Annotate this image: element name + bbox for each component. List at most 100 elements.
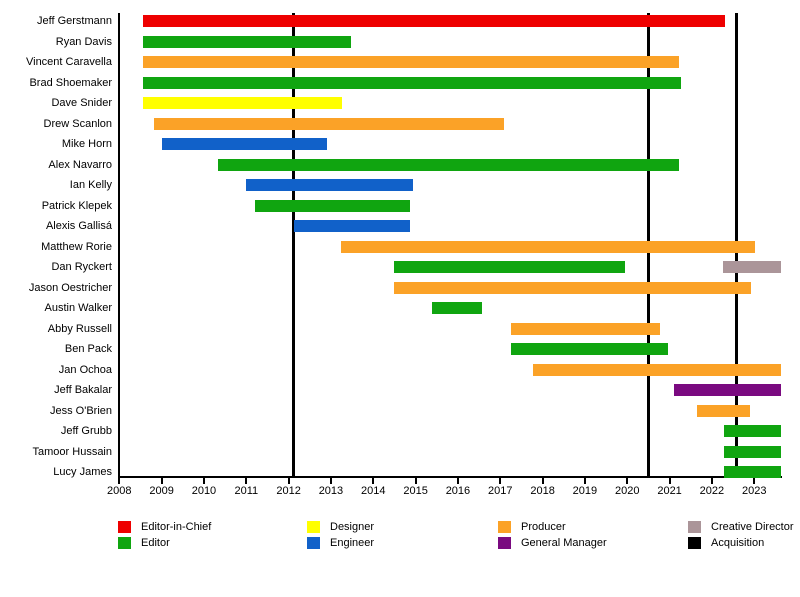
legend-swatch [498, 536, 511, 549]
row-label: Lucy James [53, 466, 112, 478]
tenure-bar [161, 138, 328, 150]
x-tick [499, 478, 502, 484]
legend-label: Creative Director [711, 521, 794, 533]
row-label: Brad Shoemaker [29, 76, 112, 89]
tenure-bar [510, 322, 661, 335]
legend-swatch [307, 521, 320, 533]
legend-label: Designer [330, 521, 375, 533]
tenure-bar [673, 384, 781, 396]
legend-label: Engineer [330, 536, 375, 549]
tenure-bar [154, 117, 505, 130]
tenure-bar [510, 343, 669, 355]
x-tick-label: 2011 [234, 485, 259, 497]
legend-swatch [118, 536, 131, 549]
x-tick-label: 2015 [403, 485, 428, 497]
x-tick-label: 2022 [699, 485, 725, 497]
tenure-bar [143, 56, 679, 68]
tenure-bar [724, 445, 781, 458]
row-label: Dan Ryckert [51, 261, 112, 273]
row-label: Vincent Caravella [25, 56, 112, 68]
row-label: Alexis Gallisá [45, 220, 112, 232]
row-label: Jason Oestricher [28, 281, 112, 294]
tenure-bar [722, 261, 781, 273]
x-tick-label: 2016 [445, 485, 471, 497]
legend-label: General Manager [521, 536, 607, 549]
row-label: Jess O'Brien [49, 404, 112, 417]
x-tick-label: 2012 [276, 485, 301, 497]
row-label: Abby Russell [47, 322, 112, 335]
row-label: Austin Walker [44, 302, 112, 314]
legend-label: Acquisition [711, 536, 765, 549]
row-label: Ryan Davis [55, 35, 112, 48]
y-axis-line [117, 13, 120, 478]
row-label: Jeff Grubb [60, 425, 112, 437]
legend-label: Producer [521, 521, 566, 533]
x-tick-label: 2009 [149, 485, 174, 497]
tenure-bar [432, 302, 482, 314]
x-tick-label: 2013 [318, 485, 344, 497]
row-label: Jeff Gerstmann [37, 15, 112, 27]
x-tick-label: 2019 [572, 485, 598, 497]
x-tick-label: 2008 [107, 485, 132, 497]
x-tick-label: 2021 [657, 485, 682, 497]
tenure-bar [532, 363, 781, 376]
legend-label: Editor [141, 536, 170, 549]
tenure-bar [246, 179, 414, 191]
x-tick-label: 2023 [742, 485, 767, 497]
x-tick [456, 478, 459, 484]
x-tick [287, 478, 290, 484]
tenure-bar [394, 261, 626, 273]
x-tick [414, 478, 417, 484]
x-tick-label: 2020 [615, 485, 640, 497]
legend-swatch [118, 521, 131, 533]
row-label: Drew Scanlon [43, 117, 112, 130]
legend-swatch [688, 536, 701, 549]
tenure-bar [143, 15, 725, 27]
legend-swatch [688, 521, 701, 533]
tenure-bar [341, 240, 756, 253]
x-tick [710, 478, 713, 484]
x-tick [753, 478, 756, 484]
row-label: Patrick Klepek [41, 199, 112, 212]
tenure-bar [143, 35, 351, 48]
x-tick-label: 2018 [530, 485, 555, 497]
tenure-bar [217, 158, 679, 171]
row-label: Tamoor Hussain [32, 445, 112, 458]
row-label: Ben Pack [64, 343, 112, 355]
x-tick-label: 2017 [488, 485, 513, 497]
row-label: Alex Navarro [48, 158, 112, 171]
x-tick [626, 478, 629, 484]
legend-label: Editor-in-Chief [141, 521, 212, 533]
x-tick [583, 478, 586, 484]
x-tick [118, 478, 121, 484]
tenure-bar [143, 97, 342, 109]
row-label: Jan Ochoa [58, 363, 112, 376]
x-tick [541, 478, 544, 484]
legend-swatch [498, 521, 511, 533]
row-label: Dave Snider [51, 97, 112, 109]
tenure-bar [294, 220, 411, 232]
legend-swatch [307, 536, 320, 549]
tenure-bar [696, 404, 750, 417]
x-tick [329, 478, 332, 484]
tenure-bar [143, 76, 681, 89]
x-tick [202, 478, 205, 484]
row-label: Ian Kelly [69, 179, 112, 191]
x-tick-label: 2014 [361, 485, 386, 497]
tenure-bar [394, 281, 752, 294]
row-label: Matthew Rorie [41, 240, 112, 253]
x-tick [160, 478, 163, 484]
row-label: Jeff Bakalar [54, 384, 112, 396]
x-axis-line [117, 476, 783, 478]
x-tick [372, 478, 375, 484]
tenure-bar [724, 425, 781, 437]
tenure-bar [255, 199, 411, 212]
tenure-bar [724, 466, 781, 478]
row-label: Mike Horn [61, 138, 112, 150]
acquisition-line [291, 13, 295, 476]
x-tick-label: 2010 [191, 485, 217, 497]
x-tick [668, 478, 671, 484]
x-tick [245, 478, 248, 484]
